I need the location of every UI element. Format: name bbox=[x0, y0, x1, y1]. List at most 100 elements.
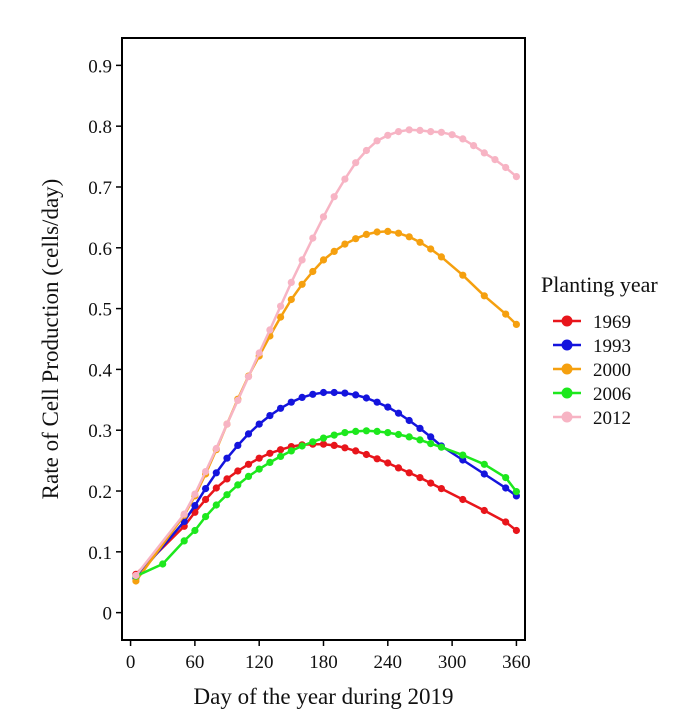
data-point-1969 bbox=[437, 485, 445, 493]
data-point-2012 bbox=[459, 135, 467, 143]
data-point-2006 bbox=[191, 526, 199, 535]
data-point-2012 bbox=[502, 163, 510, 172]
data-point-2006 bbox=[234, 481, 242, 489]
data-point-2000 bbox=[319, 256, 328, 264]
data-point-2006 bbox=[437, 443, 445, 451]
data-point-1969 bbox=[373, 455, 381, 463]
x-tick-label: 120 bbox=[245, 652, 274, 673]
legend-item-2006: 2006 bbox=[553, 384, 631, 405]
chart-marks bbox=[132, 126, 521, 585]
legend-item-2000: 2000 bbox=[553, 360, 631, 381]
data-point-1969 bbox=[234, 467, 242, 475]
data-point-2000 bbox=[341, 240, 349, 248]
data-point-1993 bbox=[480, 470, 488, 478]
y-tick-label: 0.7 bbox=[88, 178, 112, 199]
data-point-2000 bbox=[512, 320, 521, 328]
data-point-2006 bbox=[255, 465, 263, 473]
y-tick-label: 0.1 bbox=[88, 543, 112, 564]
legend-title: Planting year bbox=[541, 272, 658, 297]
data-point-2012 bbox=[448, 131, 456, 139]
data-point-1993 bbox=[427, 433, 435, 441]
data-point-1993 bbox=[277, 404, 285, 412]
data-point-2006 bbox=[202, 513, 210, 521]
x-tick-label: 360 bbox=[502, 652, 531, 673]
data-point-2006 bbox=[362, 427, 370, 435]
data-point-2006 bbox=[512, 488, 521, 496]
data-point-2012 bbox=[180, 510, 188, 518]
data-point-2000 bbox=[405, 233, 413, 241]
data-point-2000 bbox=[437, 253, 445, 261]
x-tick-label: 300 bbox=[438, 652, 467, 673]
data-point-1969 bbox=[255, 454, 263, 462]
data-point-2012 bbox=[266, 326, 274, 334]
data-point-2006 bbox=[266, 458, 274, 466]
data-point-2012 bbox=[330, 193, 338, 201]
data-point-2000 bbox=[416, 238, 424, 246]
y-tick-label: 0.3 bbox=[88, 421, 112, 442]
data-point-1993 bbox=[362, 394, 370, 402]
legend-key-marker bbox=[561, 363, 573, 375]
data-point-2012 bbox=[373, 137, 381, 145]
data-point-2000 bbox=[427, 245, 435, 253]
data-point-2006 bbox=[480, 460, 488, 468]
data-point-2000 bbox=[277, 313, 285, 321]
data-point-1969 bbox=[330, 441, 338, 449]
data-point-2006 bbox=[309, 438, 317, 446]
y-tick-label: 0.5 bbox=[88, 300, 112, 321]
plot-frame bbox=[121, 37, 526, 641]
data-point-2012 bbox=[352, 159, 360, 167]
data-point-1969 bbox=[277, 446, 285, 454]
data-point-2012 bbox=[309, 234, 317, 242]
data-point-2012 bbox=[437, 128, 445, 136]
x-tick-label: 60 bbox=[185, 652, 204, 673]
data-point-1969 bbox=[384, 459, 392, 467]
data-point-2000 bbox=[384, 227, 392, 235]
legend-items: 1969 1993 2000 2006 2012 bbox=[553, 312, 631, 429]
data-point-1993 bbox=[319, 388, 328, 397]
data-point-2012 bbox=[416, 126, 424, 134]
data-point-2012 bbox=[319, 213, 328, 221]
data-point-1993 bbox=[202, 485, 210, 493]
series-2000 bbox=[132, 227, 521, 585]
data-point-1993 bbox=[330, 388, 338, 397]
data-point-2006 bbox=[330, 431, 338, 439]
x-tick-label: 0 bbox=[126, 652, 136, 673]
data-point-1993 bbox=[373, 398, 381, 406]
data-point-2006 bbox=[244, 472, 253, 480]
data-point-2006 bbox=[319, 434, 328, 442]
data-point-2006 bbox=[341, 429, 349, 437]
y-axis-title: Rate of Cell Production (cells/day) bbox=[38, 179, 63, 500]
data-point-2000 bbox=[502, 310, 510, 318]
data-point-2006 bbox=[159, 560, 167, 568]
legend-key-marker bbox=[561, 339, 573, 351]
data-point-2000 bbox=[298, 280, 306, 288]
data-point-1969 bbox=[352, 447, 360, 455]
data-point-2012 bbox=[212, 444, 220, 453]
data-point-1969 bbox=[394, 464, 403, 472]
data-point-2012 bbox=[405, 126, 413, 134]
data-point-1969 bbox=[319, 440, 328, 448]
legend-item-1969: 1969 bbox=[553, 312, 631, 333]
data-point-1993 bbox=[234, 441, 242, 449]
data-point-2006 bbox=[384, 429, 392, 437]
data-point-2006 bbox=[427, 440, 435, 448]
legend-label: 1993 bbox=[593, 336, 631, 357]
data-point-1969 bbox=[223, 475, 231, 483]
data-point-1993 bbox=[394, 409, 403, 417]
data-point-2012 bbox=[244, 373, 253, 381]
data-point-1993 bbox=[341, 389, 349, 397]
data-point-2006 bbox=[298, 442, 306, 450]
data-point-1993 bbox=[287, 398, 295, 406]
legend-item-1993: 1993 bbox=[553, 336, 631, 357]
data-point-2006 bbox=[502, 474, 510, 482]
data-point-1993 bbox=[309, 390, 317, 398]
legend-item-2012: 2012 bbox=[553, 408, 631, 429]
data-point-2000 bbox=[287, 295, 295, 304]
y-tick-label: 0.9 bbox=[88, 56, 112, 77]
data-point-2012 bbox=[298, 256, 306, 264]
data-point-1969 bbox=[244, 460, 253, 468]
data-point-1993 bbox=[212, 469, 220, 477]
data-point-1993 bbox=[255, 420, 263, 428]
data-point-2012 bbox=[255, 349, 263, 357]
